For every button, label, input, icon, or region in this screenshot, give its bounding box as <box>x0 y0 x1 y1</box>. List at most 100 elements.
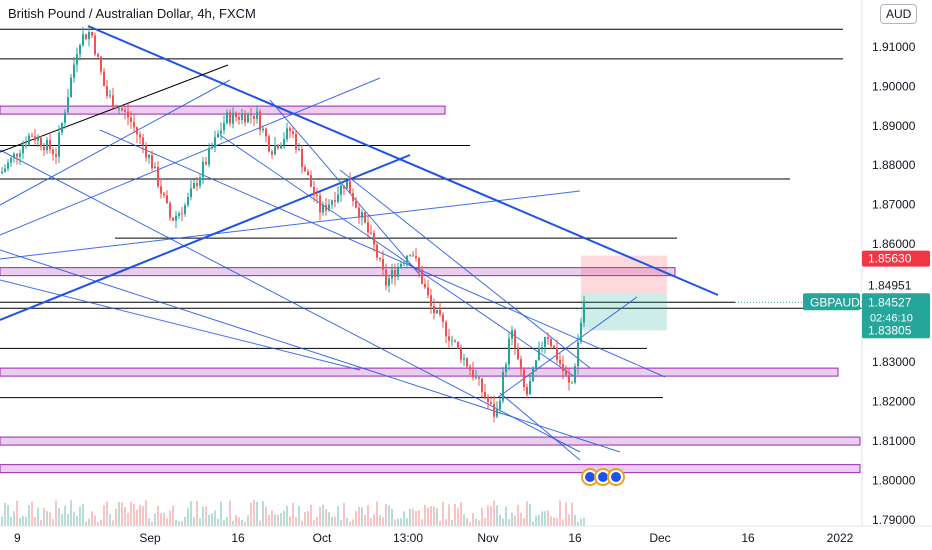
volume-bar <box>241 519 243 526</box>
volume-bar <box>325 509 327 526</box>
candle-body <box>562 364 564 372</box>
volume-bar <box>235 515 237 526</box>
volume-bar <box>55 500 57 526</box>
candle-body <box>550 338 552 347</box>
volume-bar <box>28 504 30 526</box>
candle-body <box>16 153 18 157</box>
volume-bar <box>304 512 306 526</box>
volume-bar <box>196 500 198 526</box>
economic-event-icons[interactable] <box>581 468 625 486</box>
candle-body <box>442 314 444 323</box>
volume-bar <box>4 502 6 526</box>
candle-body <box>514 330 516 348</box>
candle-body <box>61 122 63 133</box>
candle-body <box>301 148 303 167</box>
volume-bar <box>565 502 567 526</box>
candle-body <box>382 259 384 270</box>
x-tick-label: 16 <box>741 531 755 545</box>
candle-body <box>172 217 174 221</box>
volume-bar <box>571 502 573 526</box>
volume-bar <box>424 504 426 526</box>
volume-bar <box>40 520 42 526</box>
candle-body <box>85 34 87 40</box>
candle-body <box>151 155 153 169</box>
volume-bar <box>457 508 459 526</box>
position-tool[interactable] <box>581 255 667 331</box>
volume-bar <box>250 502 252 526</box>
candle-body <box>106 86 108 96</box>
candle-body <box>103 71 105 87</box>
volume-bar <box>178 521 180 526</box>
candle-body <box>160 186 162 194</box>
stop-price-label-bg <box>862 250 930 267</box>
volume-bar <box>13 511 15 526</box>
candle-body <box>430 295 432 306</box>
volume-bar <box>112 520 114 526</box>
volume-bar <box>49 512 51 526</box>
candle-body <box>508 338 510 365</box>
candle-body <box>169 203 171 218</box>
candle-body <box>556 347 558 360</box>
volume-bar <box>322 504 324 526</box>
volume-bar <box>361 507 363 526</box>
y-tick-label: 1.89000 <box>872 119 916 133</box>
candle-body <box>250 113 252 116</box>
candle-body <box>535 360 537 368</box>
x-tick-label: Dec <box>649 531 670 545</box>
volume-bar <box>577 521 579 526</box>
x-tick-label: 2022 <box>827 531 854 545</box>
volume-bar <box>538 515 540 526</box>
volume-bar <box>172 505 174 526</box>
price-axis[interactable]: 1.91000 1.90000 1.89000 1.88000 1.87000 1.860… <box>861 0 932 550</box>
candle-body <box>142 137 144 146</box>
candle-body <box>289 128 291 132</box>
volume-bar <box>529 503 531 526</box>
volume-bar <box>109 514 111 526</box>
candle-body <box>148 155 150 158</box>
candle-body <box>253 115 255 119</box>
volume-bar <box>562 519 564 526</box>
volume-bar <box>160 513 162 526</box>
volume-bar <box>301 520 303 526</box>
volume-bar <box>415 510 417 526</box>
volume-bar <box>508 519 510 526</box>
volume-bar <box>43 507 45 526</box>
candle-body <box>145 145 147 158</box>
volume-bar <box>310 504 312 526</box>
symbol-tag-bg <box>803 293 860 311</box>
volume-bar <box>277 514 279 526</box>
volume-bar <box>337 506 339 526</box>
volume-bar <box>226 516 228 526</box>
candle-body <box>244 114 246 123</box>
volume-bar <box>37 507 39 526</box>
candle-body <box>355 201 357 208</box>
volume-bar <box>316 516 318 526</box>
candle-body <box>526 387 528 395</box>
volume-bar <box>433 506 435 526</box>
candle-body <box>232 112 234 124</box>
time-axis[interactable]: 9 Sep 16 Oct 13:00 Nov 16 Dec 16 2022 <box>0 525 932 545</box>
currency-button[interactable]: AUD <box>880 4 918 24</box>
zone <box>0 367 839 377</box>
volume-bar <box>535 515 537 526</box>
candle-body <box>478 377 480 379</box>
candle-body <box>130 117 132 122</box>
volume-bar <box>31 501 33 526</box>
x-tick-label: Nov <box>477 531 498 545</box>
volume-bar <box>145 500 147 526</box>
candle-body <box>370 232 372 234</box>
candle-body <box>322 204 324 213</box>
candle-body <box>421 269 423 284</box>
volume-bar <box>67 514 69 526</box>
volume-bar <box>430 506 432 526</box>
candle-body <box>394 270 396 277</box>
candle-body <box>82 34 84 46</box>
volume-bar <box>97 521 99 526</box>
volume-bar <box>70 500 72 526</box>
candle-body <box>163 193 165 196</box>
symbol-title[interactable]: British Pound / Australian Dollar, 4h, F… <box>8 6 256 21</box>
volume-bar <box>88 518 90 526</box>
volume-bar <box>217 518 219 526</box>
volume-bar <box>136 509 138 526</box>
